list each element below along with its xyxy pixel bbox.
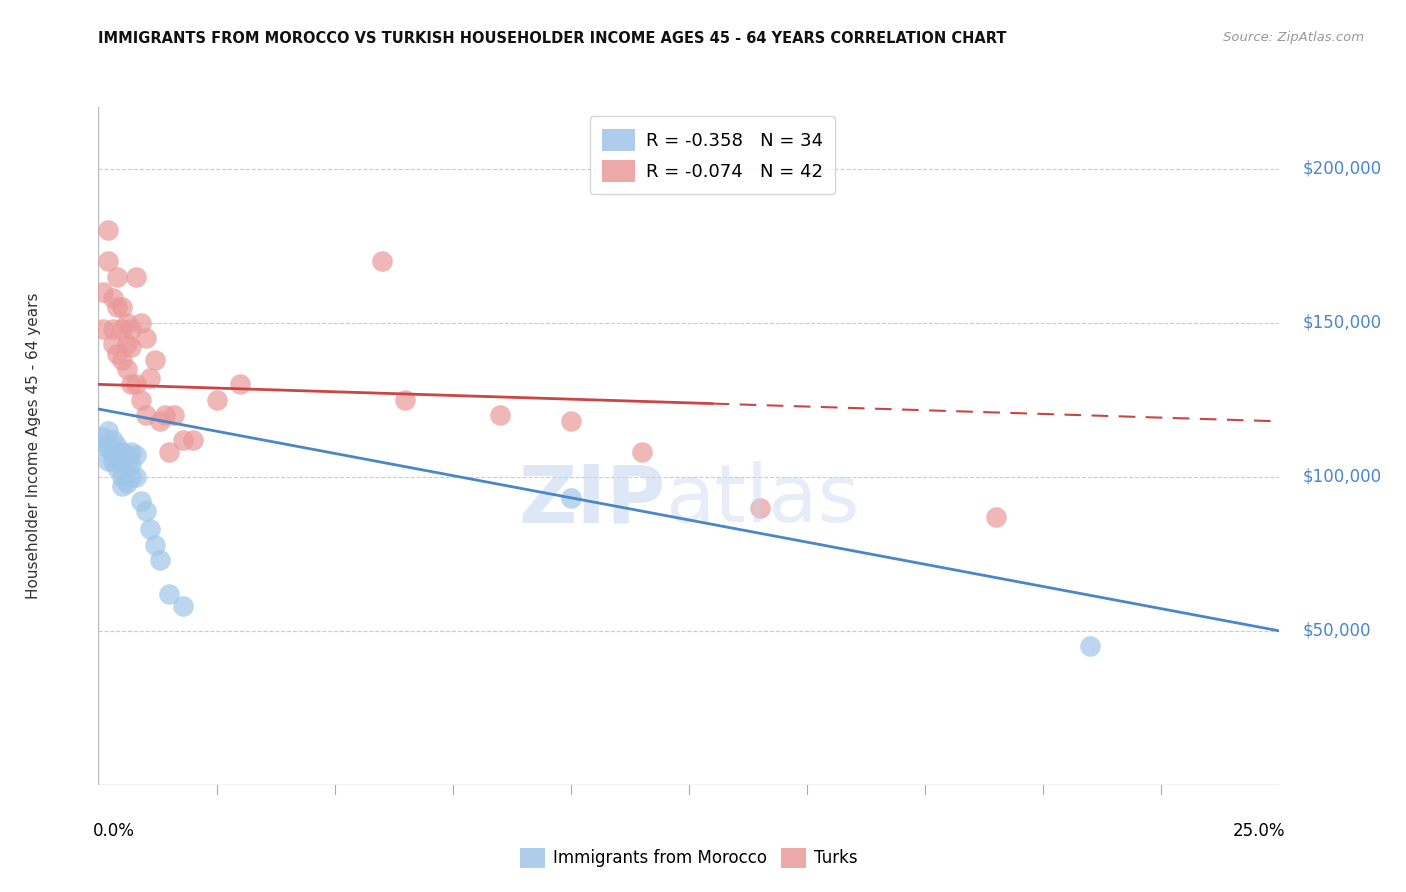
Point: [129, 392, 152, 407]
Point: [181, 433, 204, 447]
Text: atlas: atlas: [665, 461, 859, 540]
Point: [101, 337, 124, 351]
Point: [97, 254, 120, 268]
Legend: Immigrants from Morocco, Turks: Immigrants from Morocco, Turks: [513, 841, 865, 875]
Point: [125, 269, 148, 284]
Text: $50,000: $50,000: [1303, 622, 1372, 640]
Point: [1080, 640, 1102, 654]
Point: [121, 322, 143, 336]
Point: [135, 504, 157, 518]
Text: Source: ZipAtlas.com: Source: ZipAtlas.com: [1223, 31, 1364, 45]
Point: [101, 454, 124, 468]
Point: [115, 475, 138, 490]
Text: $200,000: $200,000: [1303, 160, 1382, 178]
Point: [111, 479, 134, 493]
Point: [135, 331, 157, 345]
Point: [121, 470, 143, 484]
Point: [172, 433, 194, 447]
Point: [172, 599, 194, 614]
Point: [91, 439, 114, 453]
Text: 25.0%: 25.0%: [1233, 822, 1285, 840]
Point: [105, 346, 128, 360]
Point: [149, 553, 172, 567]
Point: [105, 301, 128, 315]
Point: [371, 254, 394, 268]
Point: [97, 454, 120, 468]
Point: [115, 316, 138, 330]
Point: [101, 322, 124, 336]
Point: [115, 448, 138, 462]
Point: [121, 340, 143, 354]
Point: [91, 285, 114, 299]
Text: ZIP: ZIP: [517, 461, 665, 540]
Point: [101, 433, 124, 447]
Point: [135, 408, 157, 422]
Point: [984, 509, 1007, 524]
Point: [105, 460, 128, 475]
Legend: R = -0.358   N = 34, R = -0.074   N = 42: R = -0.358 N = 34, R = -0.074 N = 42: [589, 116, 835, 194]
Point: [105, 448, 128, 462]
Point: [115, 362, 138, 376]
Point: [91, 430, 114, 444]
Point: [149, 414, 172, 428]
Point: [115, 337, 138, 351]
Point: [111, 454, 134, 468]
Text: IMMIGRANTS FROM MOROCCO VS TURKISH HOUSEHOLDER INCOME AGES 45 - 64 YEARS CORRELA: IMMIGRANTS FROM MOROCCO VS TURKISH HOUSE…: [98, 31, 1007, 46]
Point: [229, 377, 252, 392]
Point: [97, 439, 120, 453]
Point: [97, 424, 120, 438]
Point: [105, 454, 128, 468]
Point: [143, 352, 166, 367]
Point: [105, 269, 128, 284]
Point: [163, 408, 186, 422]
Point: [560, 491, 582, 506]
Point: [630, 445, 652, 459]
Point: [121, 377, 143, 392]
Point: [115, 458, 138, 472]
Point: [97, 223, 120, 237]
Point: [157, 445, 180, 459]
Point: [157, 587, 180, 601]
Point: [139, 522, 162, 536]
Point: [129, 316, 152, 330]
Point: [125, 377, 148, 392]
Point: [560, 414, 582, 428]
Point: [101, 291, 124, 305]
Text: 0.0%: 0.0%: [93, 822, 135, 840]
Point: [143, 538, 166, 552]
Point: [105, 439, 128, 453]
Point: [121, 445, 143, 459]
Text: $100,000: $100,000: [1303, 467, 1382, 486]
Point: [129, 494, 152, 508]
Point: [111, 301, 134, 315]
Point: [153, 408, 176, 422]
Point: [139, 371, 162, 385]
Point: [125, 470, 148, 484]
Point: [111, 470, 134, 484]
Text: Householder Income Ages 45 - 64 years: Householder Income Ages 45 - 64 years: [25, 293, 41, 599]
Point: [125, 448, 148, 462]
Point: [121, 458, 143, 472]
Point: [91, 322, 114, 336]
Point: [101, 445, 124, 459]
Point: [489, 408, 512, 422]
Point: [748, 500, 770, 515]
Point: [111, 445, 134, 459]
Text: $150,000: $150,000: [1303, 314, 1382, 332]
Point: [205, 392, 228, 407]
Point: [111, 322, 134, 336]
Point: [111, 352, 134, 367]
Point: [101, 448, 124, 462]
Point: [394, 392, 416, 407]
